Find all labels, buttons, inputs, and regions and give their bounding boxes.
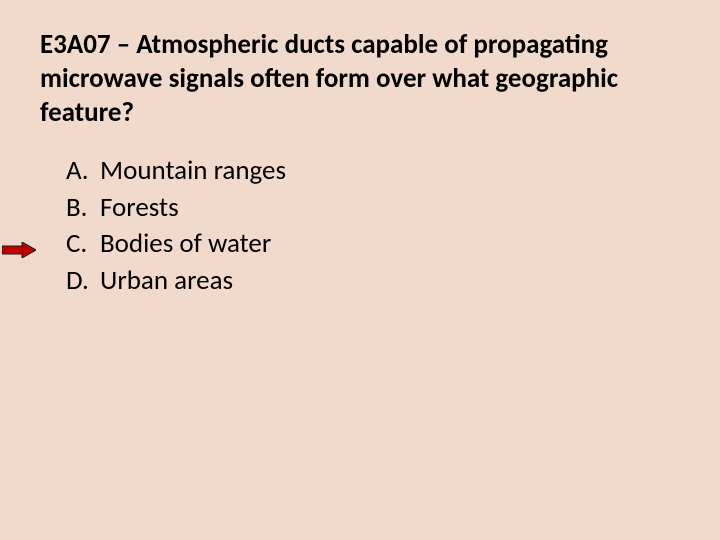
answer-text: Bodies of water [100,226,271,262]
answer-letter: B. [66,190,100,226]
answer-option-d: D. Urban areas [66,263,680,299]
correct-answer-arrow-icon [2,242,36,258]
answer-option-c: C. Bodies of water [66,226,680,262]
answer-text: Mountain ranges [100,153,286,189]
answer-letter: C. [66,226,100,262]
arrow-shape [2,242,36,258]
answer-option-a: A. Mountain ranges [66,153,680,189]
answer-list: A. Mountain ranges B. Forests C. Bodies … [40,153,680,299]
answer-letter: D. [66,263,100,299]
slide: E3A07 – Atmospheric ducts capable of pro… [0,0,720,540]
answer-option-b: B. Forests [66,190,680,226]
answer-letter: A. [66,153,100,189]
answer-text: Forests [100,190,179,226]
answer-text: Urban areas [100,263,233,299]
question-text: E3A07 – Atmospheric ducts capable of pro… [40,28,680,129]
